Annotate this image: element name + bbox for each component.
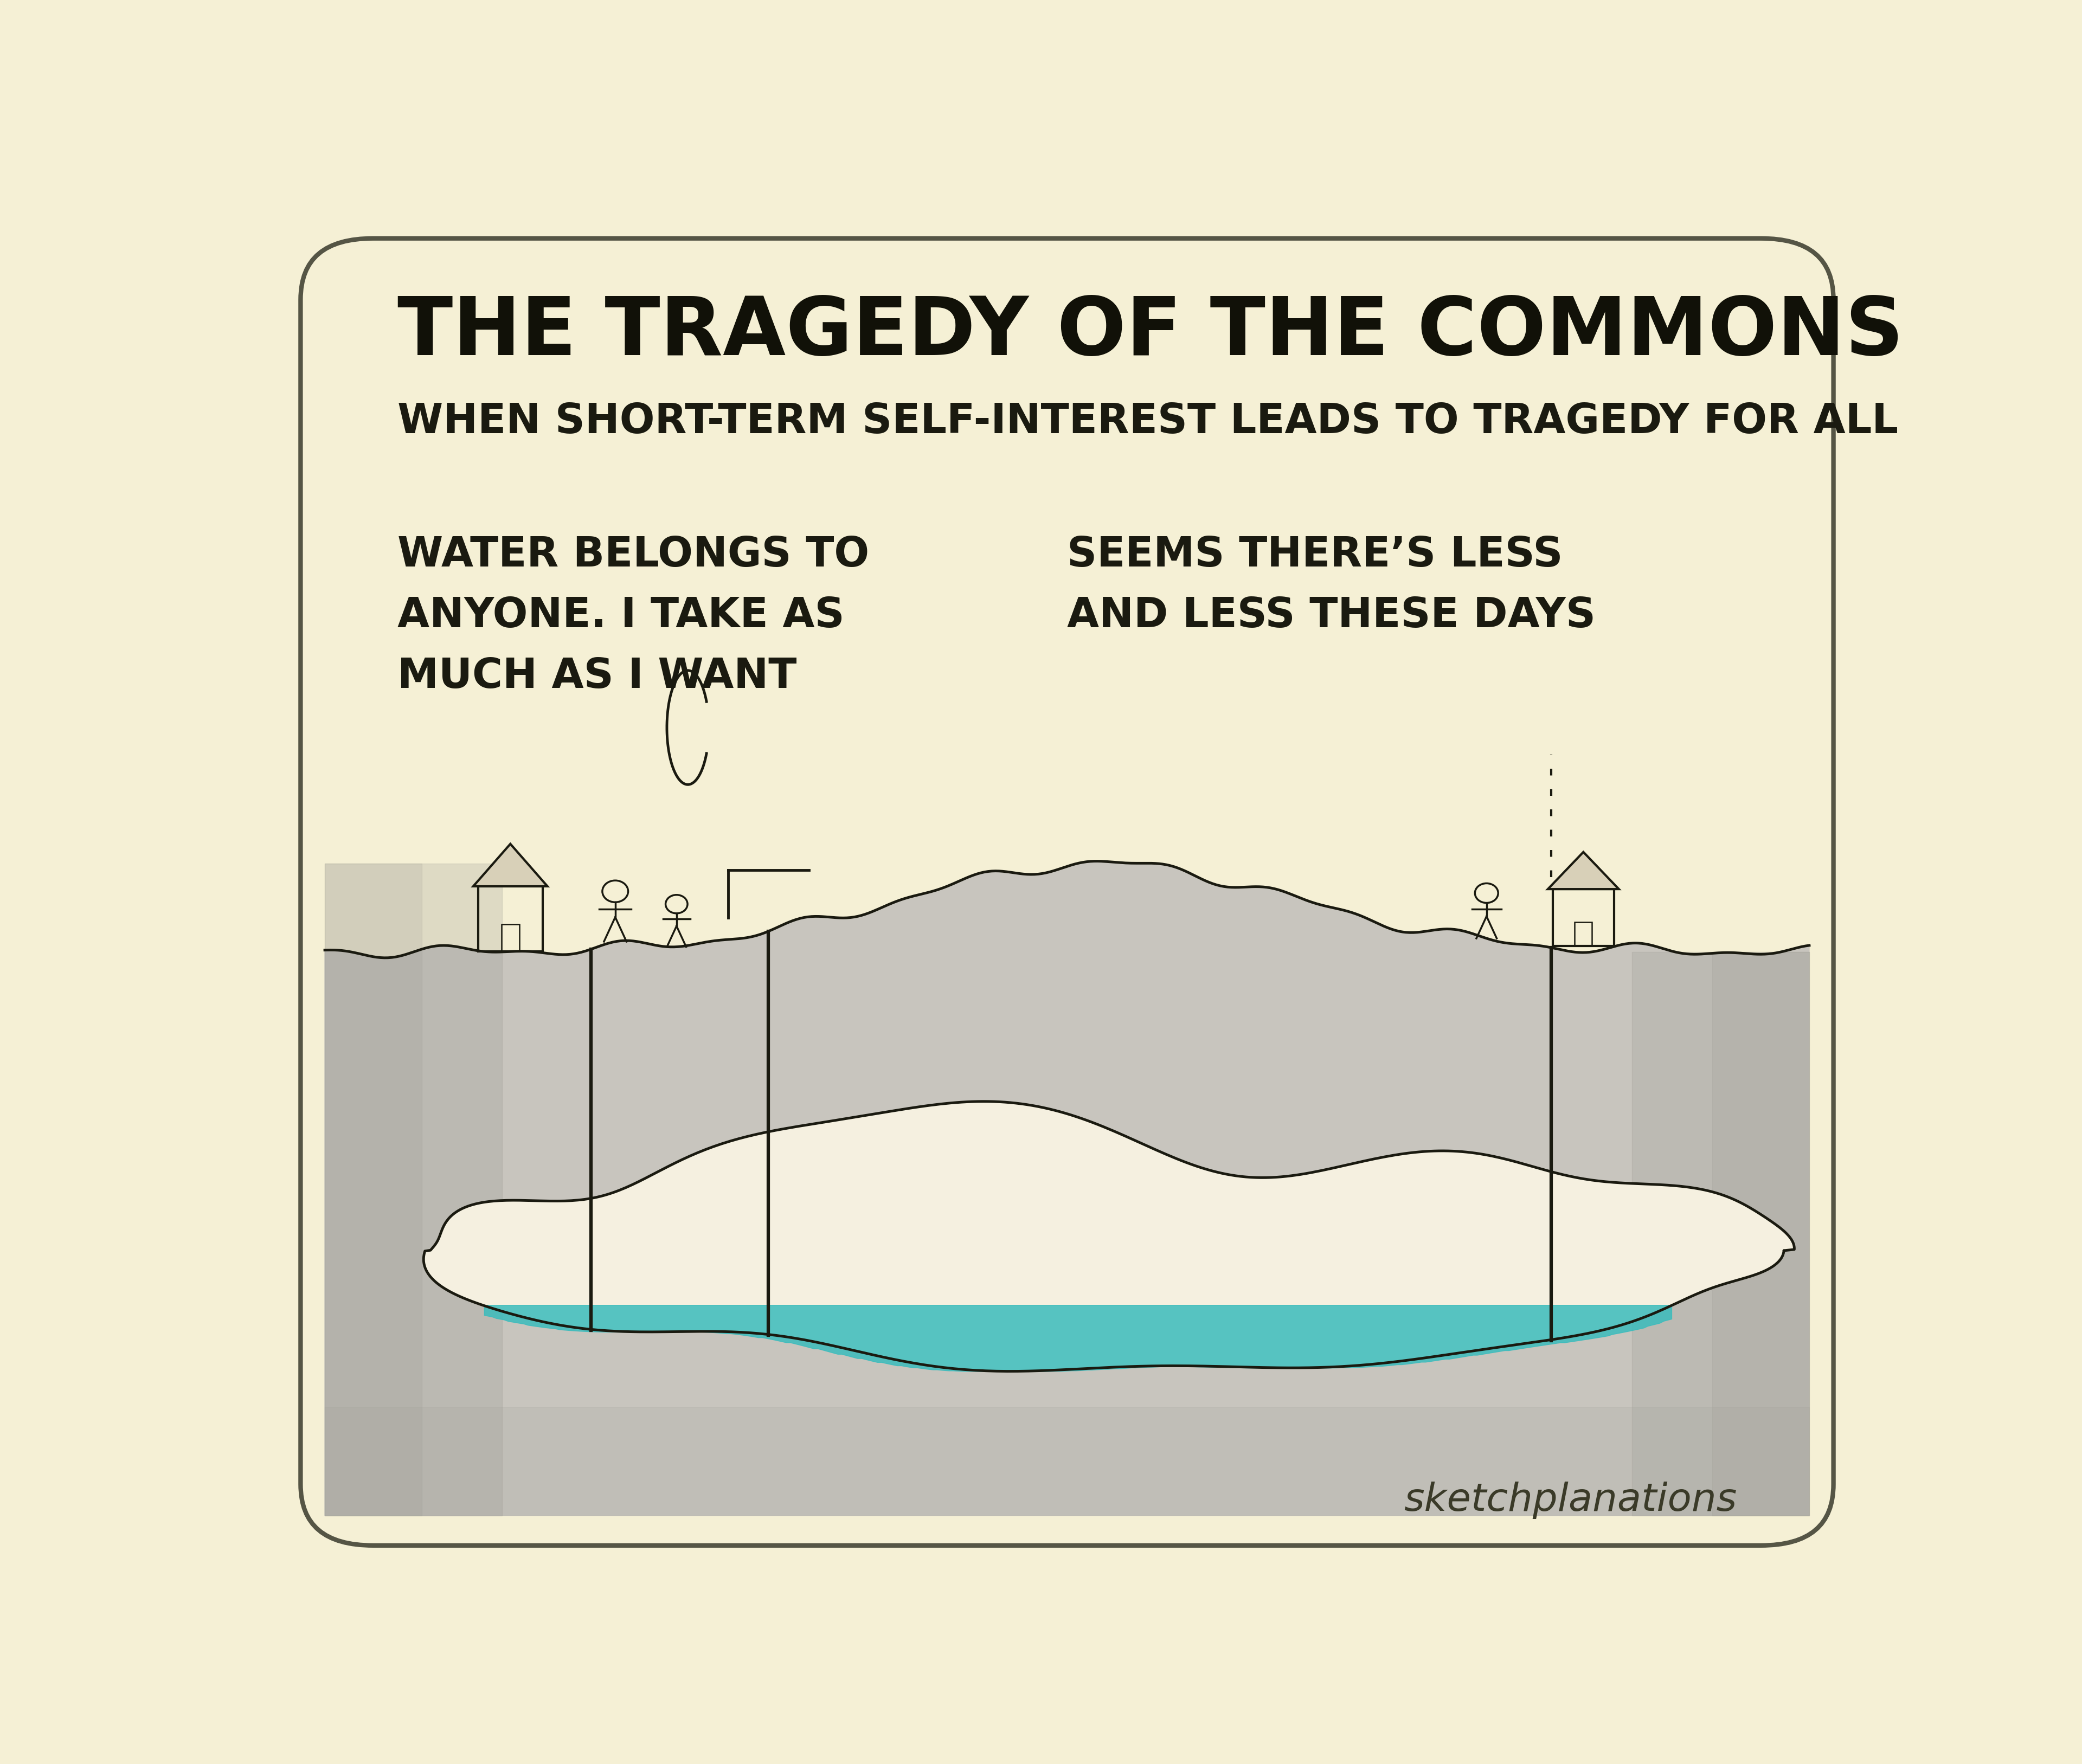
Text: WATER BELONGS TO
ANYONE. I TAKE AS
MUCH AS I WANT: WATER BELONGS TO ANYONE. I TAKE AS MUCH … — [398, 534, 870, 697]
Text: SEEMS THERE’S LESS
AND LESS THESE DAYS: SEEMS THERE’S LESS AND LESS THESE DAYS — [1066, 534, 1595, 635]
Polygon shape — [423, 1102, 1795, 1371]
Text: sketchplanations: sketchplanations — [1403, 1482, 1736, 1519]
FancyBboxPatch shape — [300, 238, 1834, 1545]
Text: THE TRAGEDY OF THE COMMONS: THE TRAGEDY OF THE COMMONS — [398, 293, 1903, 372]
Polygon shape — [325, 861, 1809, 1515]
Polygon shape — [1547, 852, 1620, 889]
Polygon shape — [473, 845, 548, 887]
Text: WHEN SHORT-TERM SELF-INTEREST LEADS TO TRAGEDY FOR ALL: WHEN SHORT-TERM SELF-INTEREST LEADS TO T… — [398, 402, 1899, 443]
